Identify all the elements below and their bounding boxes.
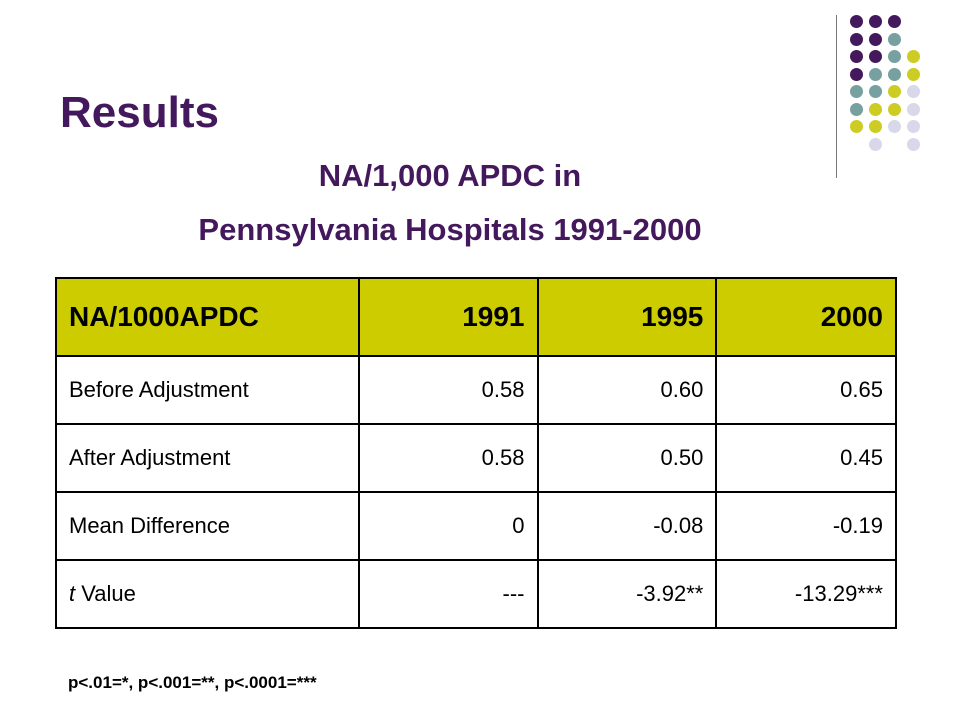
row-label-rest: Value bbox=[75, 581, 136, 606]
cell-1991: --- bbox=[357, 559, 539, 629]
decorative-dot bbox=[907, 50, 920, 63]
table-header-row: NA/1000APDC 1991 1995 2000 bbox=[55, 277, 897, 357]
header-cell-metric: NA/1000APDC bbox=[55, 277, 360, 357]
cell-1995: 0.60 bbox=[536, 355, 718, 425]
row-label: t Value bbox=[55, 559, 360, 629]
table-row: Mean Difference 0 -0.08 -0.19 bbox=[55, 491, 897, 561]
decorative-dot-grid bbox=[850, 15, 950, 155]
cell-1991: 0.58 bbox=[357, 423, 539, 493]
decorative-dot bbox=[907, 102, 920, 116]
header-cell-1995: 1995 bbox=[536, 277, 718, 357]
decorative-dot bbox=[869, 85, 882, 98]
row-label: Mean Difference bbox=[55, 491, 360, 561]
decorative-dot bbox=[907, 67, 920, 81]
slide-subtitle-line-2: Pennsylvania Hospitals 1991-2000 bbox=[198, 212, 702, 247]
decorative-dot bbox=[907, 137, 920, 151]
cell-1995: -3.92** bbox=[536, 559, 718, 629]
row-label: Before Adjustment bbox=[55, 355, 360, 425]
cell-2000: -0.19 bbox=[715, 491, 897, 561]
decorative-dot bbox=[907, 85, 920, 98]
decorative-dot bbox=[869, 67, 882, 81]
table-row: t Value --- -3.92** -13.29*** bbox=[55, 559, 897, 629]
slide-title: Results bbox=[60, 88, 219, 137]
slide-subtitle-line-1: NA/1,000 APDC in bbox=[318, 158, 582, 193]
decorative-dot bbox=[850, 85, 863, 98]
decorative-dot bbox=[850, 32, 863, 46]
decorative-dot bbox=[888, 32, 901, 46]
significance-footnote: p<.01=*, p<.001=**, p<.0001=*** bbox=[68, 673, 317, 692]
cell-2000: -13.29*** bbox=[715, 559, 897, 629]
row-label-italic: t bbox=[69, 581, 76, 606]
cell-2000: 0.45 bbox=[715, 423, 897, 493]
decorative-dot bbox=[850, 120, 863, 133]
decorative-dot bbox=[888, 85, 901, 98]
decorative-dot bbox=[869, 137, 882, 151]
header-cell-1991: 1991 bbox=[357, 277, 539, 357]
decorative-dot bbox=[869, 102, 882, 116]
decorative-dot bbox=[888, 15, 901, 28]
header-cell-2000: 2000 bbox=[715, 277, 897, 357]
decorative-dot bbox=[850, 102, 863, 116]
decorative-dot bbox=[869, 120, 882, 133]
decorative-dot bbox=[888, 67, 901, 81]
results-table: NA/1000APDC 1991 1995 2000 Before Adjust… bbox=[55, 277, 897, 629]
cell-1991: 0.58 bbox=[357, 355, 539, 425]
decorative-dot bbox=[869, 15, 882, 28]
cell-1995: 0.50 bbox=[536, 423, 718, 493]
table-row: Before Adjustment 0.58 0.60 0.65 bbox=[55, 355, 897, 425]
decorative-dot bbox=[850, 50, 863, 63]
decorative-dot bbox=[869, 50, 882, 63]
decorative-dot bbox=[907, 120, 920, 133]
decorative-dot bbox=[850, 15, 863, 28]
decorative-dot bbox=[869, 32, 882, 46]
decorative-dot bbox=[850, 67, 863, 81]
decorative-dot bbox=[888, 50, 901, 63]
cell-1991: 0 bbox=[357, 491, 539, 561]
cell-2000: 0.65 bbox=[715, 355, 897, 425]
table-row: After Adjustment 0.58 0.50 0.45 bbox=[55, 423, 897, 493]
decorative-dot bbox=[888, 102, 901, 116]
divider-line bbox=[836, 15, 837, 178]
cell-1995: -0.08 bbox=[536, 491, 718, 561]
decorative-dot bbox=[888, 120, 901, 133]
row-label: After Adjustment bbox=[55, 423, 360, 493]
